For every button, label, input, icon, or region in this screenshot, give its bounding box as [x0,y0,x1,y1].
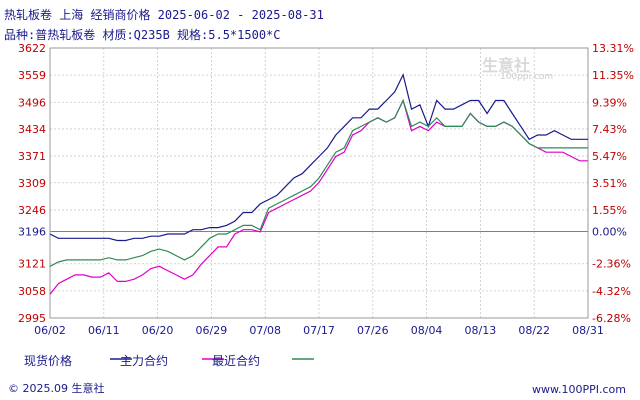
legend-label-main-contract: 主力合约 [120,354,169,368]
right-tick-label: 9.39% [592,96,627,109]
series-lines [49,72,588,295]
right-tick-label: 3.51% [592,177,627,190]
left-tick-label: 3434 [18,123,46,136]
x-tick-label: 06/02 [34,324,66,337]
series-line-spot [49,72,588,242]
x-axis-labels: 06/02 06/11 06/20 06/29 07/08 07/17 07/26 08/04… [34,324,604,337]
x-tick-label: 07/26 [357,324,389,337]
left-tick-label: 3371 [18,150,46,163]
left-tick-label: 3246 [18,204,46,217]
watermark-url: 100ppi.com [500,72,554,82]
footer-copyright: © 2025.09 生意社 [8,382,105,395]
right-tick-label: 0.00% [592,225,627,238]
x-tick-label: 07/08 [249,324,281,337]
left-tick-label: 3058 [18,285,46,298]
right-tick-label: 7.43% [592,123,627,136]
x-tick-label: 08/04 [411,324,443,337]
legend-label-recent-contract: 最近合约 [212,354,261,368]
left-tick-label: 3121 [18,258,46,271]
left-tick-label: 3309 [18,177,46,190]
x-tick-label: 08/13 [465,324,497,337]
right-tick-label: 1.55% [592,204,627,217]
x-tick-label: 07/17 [303,324,335,337]
right-axis-labels: 13.31% 11.35% 9.39% 7.43% 5.47% 3.51% 1.55% 0.0… [592,42,634,325]
left-tick-label: 3196 [18,225,46,238]
legend-label-spot: 现货价格 [24,354,73,368]
left-tick-label: 3622 [18,42,46,55]
x-tick-label: 06/20 [142,324,174,337]
series-line-recent_contract [49,98,588,267]
axes [49,47,589,319]
right-tick-label: 13.31% [592,42,634,55]
footer-url[interactable]: www.100PPI.com [532,383,626,396]
x-tick-label: 08/31 [572,324,604,337]
x-tick-label: 06/11 [88,324,120,337]
left-tick-label: 3496 [18,96,46,109]
right-tick-label: -6.28% [592,312,631,325]
left-tick-label: 2995 [18,312,46,325]
right-tick-label: -4.32% [592,285,631,298]
right-tick-label: 5.47% [592,150,627,163]
x-tick-label: 08/22 [518,324,550,337]
plot-border [49,47,589,319]
x-tick-label: 06/29 [196,324,228,337]
left-tick-label: 3559 [18,69,46,82]
right-tick-label: -2.36% [592,258,631,271]
chart-subtitle: 品种:普热轧板卷 材质:Q235B 规格:5.5*1500*C [4,28,281,42]
chart-title: 热轧板卷 上海 经销商价格 2025-06-02 - 2025-08-31 [4,8,324,22]
left-axis-labels: 3622 3559 3496 3434 3371 3309 3246 3196 3121 3058… [18,42,46,325]
watermark-logo: 生意社 [482,56,531,75]
right-tick-label: 11.35% [592,69,634,82]
